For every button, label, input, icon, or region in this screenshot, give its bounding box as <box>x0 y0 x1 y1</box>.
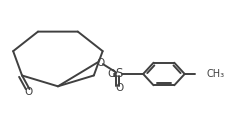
Text: S: S <box>115 68 123 80</box>
Text: CH₃: CH₃ <box>207 69 225 79</box>
Text: O: O <box>107 69 115 79</box>
Text: O: O <box>115 83 123 93</box>
Text: O: O <box>96 58 105 68</box>
Text: O: O <box>24 87 32 97</box>
